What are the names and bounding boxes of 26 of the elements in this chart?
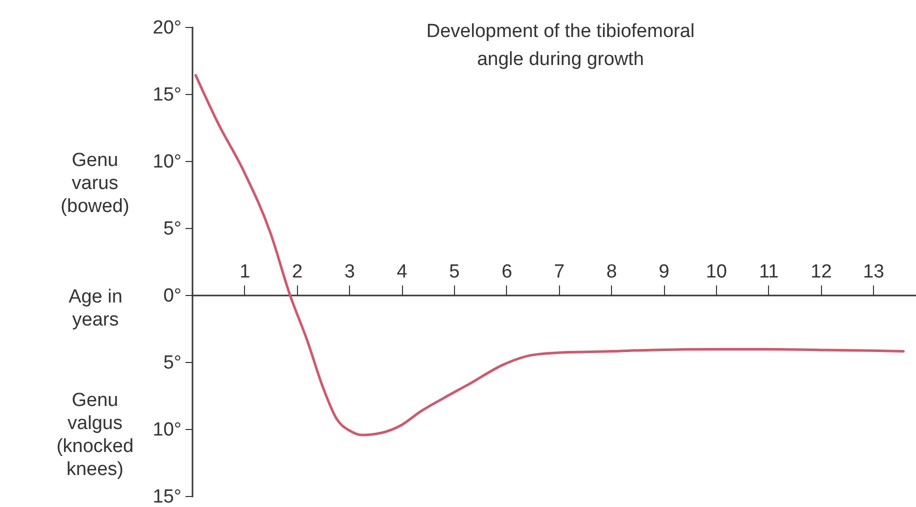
x-axis-title: Age in years — [68, 286, 122, 330]
x-tick-label: 8 — [606, 262, 617, 282]
y-tick-label: 15° — [152, 486, 182, 507]
y-tick-label: 5° — [163, 352, 182, 374]
y-tick-label: 10° — [152, 420, 182, 440]
line-series — [194, 74, 905, 436]
y-tick-label: 15° — [152, 84, 182, 106]
x-tick-label: 13 — [863, 262, 884, 282]
x-tick-label: 11 — [758, 262, 779, 282]
x-tick-label: 5 — [449, 262, 460, 282]
y-tick-label: 0° — [163, 286, 182, 306]
x-tick-label: 1 — [240, 262, 250, 282]
x-tick-label: 7 — [554, 262, 565, 282]
y-tick-label: 5° — [163, 218, 182, 240]
y-tick-label: 10° — [152, 152, 182, 172]
x-tick-label: 9 — [658, 262, 670, 282]
x-tick-label: 3 — [344, 262, 355, 282]
text: Genu valgus (knocked knees) — [56, 390, 134, 480]
chart-title: Development of the tibiofemoral angle during growth — [426, 21, 695, 70]
y-tick-label: 20° — [152, 18, 182, 38]
x-tick-label: 4 — [396, 262, 408, 282]
x-tick-label: 2 — [292, 262, 303, 282]
x-tick-label: 12 — [810, 262, 832, 282]
text: Genu varus (bowed) — [60, 150, 130, 217]
x-tick-label: 6 — [502, 262, 512, 282]
x-tick-label: 10 — [706, 262, 727, 282]
